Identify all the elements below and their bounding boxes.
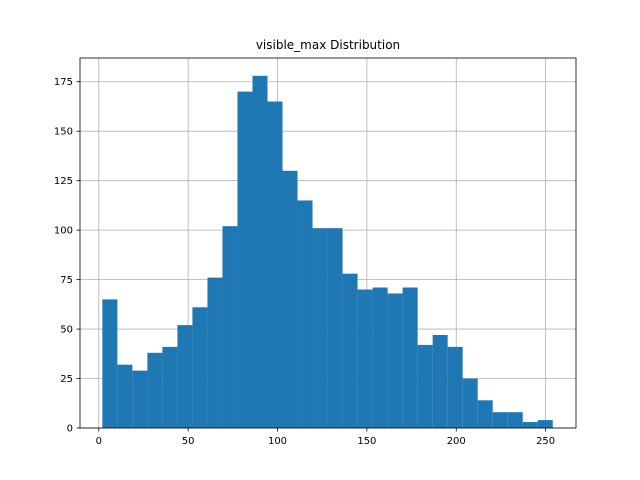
histogram-bar: [207, 277, 223, 428]
histogram-bar: [432, 335, 448, 428]
histogram-bar: [132, 370, 148, 428]
histogram-bar: [372, 287, 388, 428]
histogram-bar: [447, 346, 463, 428]
y-tick-label: 150: [54, 127, 73, 138]
histogram-bar: [297, 200, 313, 428]
y-tick-label: 0: [67, 424, 73, 435]
histogram-bar: [342, 273, 358, 428]
histogram-bar: [162, 346, 178, 428]
histogram-bar: [417, 344, 433, 428]
x-tick-label: 150: [357, 436, 376, 447]
bars: [102, 75, 553, 429]
histogram-bar: [507, 412, 523, 428]
x-tick-label: 50: [182, 436, 195, 447]
histogram-bar: [177, 325, 193, 428]
histogram-bar: [102, 299, 118, 428]
y-tick-label: 25: [60, 374, 73, 385]
histogram-bar: [252, 75, 268, 428]
histogram-bar: [492, 412, 508, 428]
histogram-bar: [462, 378, 478, 428]
x-tick-label: 200: [447, 436, 466, 447]
y-tick-label: 50: [60, 325, 73, 336]
histogram-bar: [117, 364, 133, 428]
x-tick-label: 0: [96, 436, 102, 447]
histogram-bar: [357, 289, 373, 428]
x-tick-label: 250: [536, 436, 555, 447]
histogram-bar: [327, 228, 343, 428]
y-tick-label: 175: [54, 77, 73, 88]
histogram-bar: [282, 170, 298, 428]
histogram-bar: [522, 422, 538, 428]
histogram-bar: [387, 293, 403, 428]
histogram-bar: [267, 101, 283, 428]
axes-frame: [79, 57, 577, 429]
histogram-bar: [312, 228, 328, 428]
y-tick-label: 100: [54, 226, 73, 237]
axis-ticks: 0 50 100 150 200 250 0 25 50 75 100 125 150 175: [54, 77, 555, 447]
histogram-bar: [147, 352, 163, 428]
y-tick-label: 75: [60, 275, 73, 286]
histogram-bar: [537, 420, 553, 428]
y-tick-label: 125: [54, 176, 73, 187]
histogram-bar: [402, 287, 418, 428]
histogram-bar: [222, 226, 238, 428]
histogram-bar: [477, 400, 493, 428]
histogram-bar: [192, 307, 208, 428]
x-tick-label: 100: [268, 436, 287, 447]
histogram-bar: [237, 91, 253, 429]
chart-title: visible_max Distribution: [256, 38, 400, 52]
